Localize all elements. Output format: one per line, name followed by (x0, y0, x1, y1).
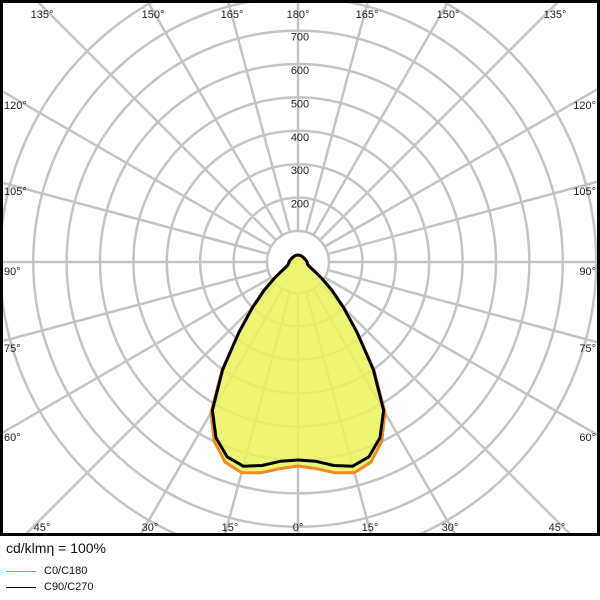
intensity-fill (211, 255, 385, 473)
angle-label-bottom: 15° (222, 522, 239, 534)
grid-spoke (304, 2, 369, 233)
grid-ring (2, 2, 598, 534)
angle-label-bottom: 15° (362, 522, 379, 534)
legend-item-c0: C0/C180 (6, 565, 87, 577)
grid-spoke (2, 90, 272, 248)
grid-spoke (37, 2, 277, 241)
legend-swatch-c0 (6, 570, 36, 572)
angle-label-right: 75° (579, 343, 596, 355)
radial-tick-label: 400 (291, 132, 309, 144)
angle-label-bottom: 0° (293, 522, 304, 534)
grid-spoke (25, 283, 277, 534)
angle-label-bottom: 30° (142, 522, 159, 534)
angle-label-right: 120° (573, 100, 596, 112)
angle-label-left: 60° (4, 432, 21, 444)
angle-label-top: 135° (31, 9, 54, 21)
chart-frame (0, 0, 600, 536)
grid-spoke (2, 276, 272, 434)
angle-label-top: 165° (221, 9, 244, 21)
angle-label-top: 150° (437, 9, 460, 21)
grid-spoke (324, 276, 598, 437)
angle-label-top: 135° (544, 9, 567, 21)
angle-label-top: 180° (287, 9, 310, 21)
grid-spoke (2, 181, 269, 256)
angle-label-bottom: 45° (549, 522, 566, 534)
angle-label-left: 75° (4, 343, 21, 355)
grid-spoke (324, 87, 598, 248)
unit-label: cd/klmη = 100% (6, 540, 106, 556)
legend-label-c0: C0/C180 (44, 565, 88, 577)
legend-swatch-c90 (6, 586, 36, 588)
grid-spoke (319, 283, 571, 534)
angle-label-left: 90° (4, 266, 21, 278)
angle-label-bottom: 30° (442, 522, 459, 534)
angle-label-left: 120° (4, 100, 27, 112)
radial-tick-label: 300 (291, 165, 309, 177)
legend-item-c90: C90/C270 (6, 581, 94, 593)
grid-ring (65, 29, 531, 495)
angle-label-top: 150° (142, 9, 165, 21)
legend-label-c90: C90/C270 (44, 581, 94, 593)
angle-label-bottom: 45° (34, 522, 51, 534)
radial-tick-label: 500 (291, 98, 309, 110)
angle-label-right: 60° (579, 432, 596, 444)
grid-spoke (227, 2, 292, 233)
angle-label-top: 165° (356, 9, 379, 21)
angle-label-right: 90° (579, 266, 596, 278)
polar-intensity-chart: 200 300 400 500 600 700 135° 150° 165° 180° 165° 15… (0, 0, 600, 536)
radial-tick-label: 600 (291, 65, 309, 77)
grid-ring (32, 2, 564, 528)
radial-tick-label: 700 (291, 32, 309, 44)
radial-tick-label: 200 (291, 199, 309, 211)
grid-spoke (2, 268, 269, 343)
angle-label-right: 105° (573, 186, 596, 198)
series-line-c90-c270 (210, 253, 386, 468)
grid-spoke (319, 2, 559, 241)
angle-label-left: 105° (4, 186, 27, 198)
